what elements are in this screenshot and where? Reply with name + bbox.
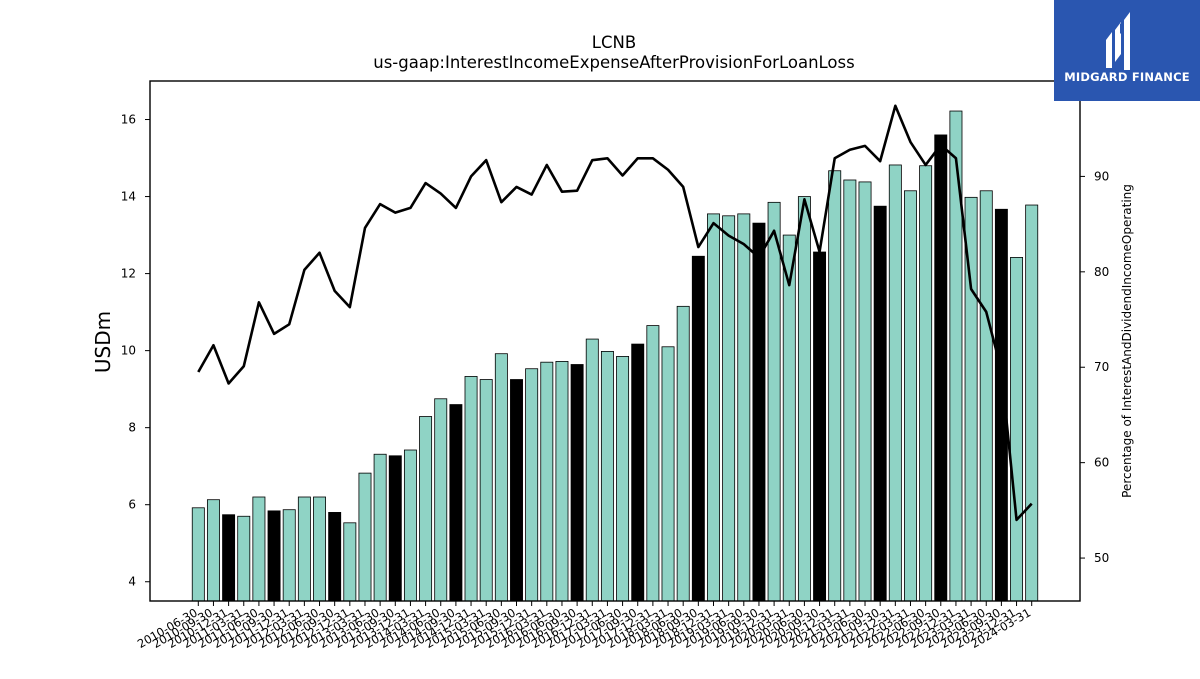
bar-2011-06-30: [252, 496, 266, 602]
bar-2017-06-30: [616, 356, 630, 602]
bar-2022-03-31: [904, 190, 917, 602]
bar-2011-12-31: [282, 509, 296, 602]
bar-2012-06-30: [313, 496, 326, 602]
bar-2013-06-30: [373, 453, 387, 602]
bar-2018-12-31: [707, 213, 720, 602]
bar-2021-03-31: [843, 179, 857, 602]
bar-2012-03-31: [297, 496, 311, 602]
bar-2022-06-30: [919, 165, 933, 602]
bar-2010-06-30: [191, 507, 205, 602]
bar-2016-12-31: [585, 338, 599, 602]
percentage-line: [197, 104, 1033, 522]
bar-2022-09-30: [934, 134, 948, 602]
bar-2015-12-31: [525, 368, 539, 602]
y-tick-label: 12: [121, 267, 136, 281]
bar-2020-09-30: [813, 251, 827, 602]
y-axis-label: USDm: [91, 311, 115, 373]
bar-2015-06-30: [494, 353, 508, 602]
bar-2019-06-30: [737, 213, 751, 602]
line-layer: [197, 104, 1033, 522]
bar-2021-06-30: [858, 181, 872, 602]
bar-2018-09-30: [691, 255, 705, 602]
bar-2016-03-31: [540, 361, 554, 602]
bar-2023-12-31: [1010, 257, 1024, 602]
bar-2016-09-30: [570, 364, 584, 602]
bar-2018-06-30: [676, 305, 690, 602]
chart-subtitle: us-gaap:InterestIncomeExpenseAfterProvis…: [373, 53, 854, 72]
midgard-logo-icon: [1106, 12, 1130, 70]
bar-2019-09-30: [752, 222, 766, 602]
bar-2011-03-31: [237, 515, 251, 602]
ticks-layer: 4681012141650607080902010-06-302010-09-3…: [121, 113, 1110, 652]
y2-tick-label: 90: [1094, 169, 1109, 183]
bar-2017-03-31: [600, 350, 614, 602]
bar-2013-12-31: [403, 449, 417, 602]
bar-2016-06-30: [555, 361, 569, 602]
bar-2010-09-30: [206, 499, 220, 602]
bar-2021-09-30: [873, 205, 887, 602]
bar-2019-12-31: [767, 201, 781, 602]
y-tick-label: 14: [121, 190, 136, 204]
y-tick-label: 6: [128, 498, 136, 512]
bar-2014-09-30: [449, 404, 463, 602]
bar-2021-12-31: [888, 164, 902, 602]
bar-2023-06-30: [979, 190, 993, 602]
y2-axis-label: Percentage of InterestAndDividendIncomeO…: [1120, 184, 1134, 498]
bar-2020-12-31: [828, 170, 842, 602]
bar-2020-06-30: [797, 196, 811, 602]
bar-2012-09-30: [328, 512, 342, 602]
axes-layer: [149, 80, 1081, 602]
bar-2011-09-30: [267, 510, 281, 602]
y2-tick-label: 50: [1094, 551, 1109, 565]
y2-tick-label: 60: [1094, 456, 1109, 470]
y2-tick-label: 70: [1094, 360, 1109, 374]
plot-frame: [149, 80, 1081, 602]
bar-2010-12-31: [222, 514, 236, 602]
y-tick-label: 8: [128, 421, 136, 435]
bar-2014-12-31: [464, 376, 478, 602]
chart-title: LCNB: [592, 33, 636, 52]
bars-layer: [191, 110, 1039, 602]
bar-2017-12-31: [646, 325, 660, 602]
y-tick-label: 16: [121, 113, 136, 127]
bar-2018-03-31: [661, 346, 675, 602]
bar-2017-09-30: [631, 343, 645, 602]
bar-2014-03-31: [419, 416, 433, 602]
bar-2019-03-31: [722, 215, 736, 602]
bar-2013-09-30: [388, 455, 402, 602]
bar-2020-03-31: [782, 234, 796, 602]
brand-name: MIDGARD FINANCE: [1064, 70, 1190, 84]
y-tick-label: 10: [121, 344, 136, 358]
y-tick-label: 4: [128, 575, 136, 589]
bar-2024-03-31: [1025, 204, 1039, 602]
bar-2015-09-30: [510, 379, 523, 602]
bar-2014-06-30: [434, 398, 448, 602]
bar-2013-03-31: [358, 472, 372, 602]
y2-tick-label: 80: [1094, 265, 1109, 279]
bar-2012-12-31: [343, 522, 357, 602]
bar-2015-03-31: [479, 379, 493, 602]
brand-logo: MIDGARD FINANCE: [1054, 0, 1200, 101]
